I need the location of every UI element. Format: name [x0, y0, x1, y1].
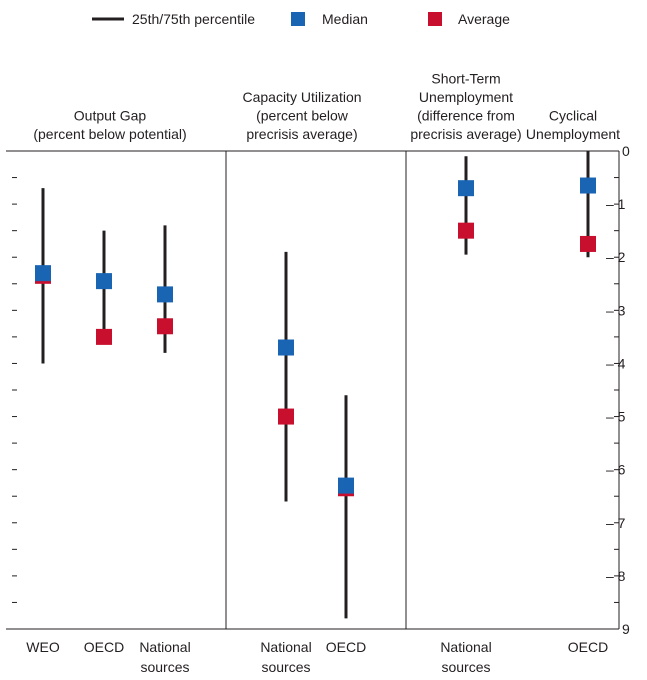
- panel-title-2-line-1: Capacity Utilization: [242, 89, 361, 105]
- panel-title-3-line-1: Short-Term: [431, 71, 500, 87]
- y-tick-label-4: – 4: [606, 355, 626, 371]
- panel2-item1-average-marker: [278, 408, 294, 425]
- panel1-item1-median-marker: [35, 265, 51, 282]
- legend-median-label: Median: [322, 11, 368, 27]
- y-tick-label-6: – 6: [606, 462, 626, 478]
- panel-title-1-line-2: (percent below potential): [33, 126, 186, 142]
- legend-median-swatch: [291, 12, 305, 26]
- panel-title-2-line-3: precrisis average): [246, 126, 357, 142]
- legend-average-swatch: [428, 12, 442, 26]
- panel4-item1-label-line-1: OECD: [568, 639, 608, 655]
- panel1-item2-median-marker: [96, 273, 112, 290]
- y-tick-label-2: – 2: [606, 249, 626, 265]
- panel-title-4-line-1: Cyclical: [549, 108, 597, 124]
- panel2-item1-label-line-1: National: [260, 639, 311, 655]
- y-tick-label-7: – 7: [606, 515, 626, 531]
- panel1-item2-average-marker: [96, 328, 112, 345]
- y-tick-label-8: – 8: [606, 568, 626, 584]
- panel1-item3-average-marker: [157, 318, 173, 335]
- plot-area: 0 – 1 – 2 – 3 – 4 – 5 – 6 – 7 – 8 9 Output Gap (per…: [6, 71, 630, 675]
- panel2-item1-median-marker: [278, 339, 294, 356]
- panel-title-3-line-2: Unemployment: [419, 89, 513, 105]
- legend: 25th/75th percentile Median Average: [92, 11, 510, 27]
- panel-title-3-line-3: (difference from: [417, 108, 515, 124]
- panel-title-1-line-1: Output Gap: [74, 108, 147, 124]
- panel-title-2-line-2: (percent below: [256, 108, 349, 124]
- panel1-item3-label-line-1: National: [139, 639, 190, 655]
- panel2-item2-label-line-1: OECD: [326, 639, 366, 655]
- legend-range-label: 25th/75th percentile: [132, 11, 255, 27]
- legend-average-label: Average: [458, 11, 510, 27]
- y-tick-label-1: – 1: [606, 196, 626, 212]
- panel1-item1-label-line-1: WEO: [26, 639, 60, 655]
- panel3-item1-median-marker: [458, 180, 474, 197]
- panel-title-4-line-2: Unemployment: [526, 126, 620, 142]
- panel3-item1-average-marker: [458, 222, 474, 239]
- panel3-item1-label-line-1: National: [440, 639, 491, 655]
- y-tick-label-3: – 3: [606, 302, 626, 318]
- panel4-item1-average-marker: [580, 235, 596, 252]
- panel2-item1-label-line-2: sources: [261, 659, 310, 675]
- panel2-item2-median-marker: [338, 477, 354, 494]
- panel1-item3-median-marker: [157, 286, 173, 303]
- panel1-item2-label-line-1: OECD: [84, 639, 124, 655]
- panel4-item1-median-marker: [580, 177, 596, 194]
- y-tick-label-9: 9: [622, 621, 630, 637]
- y-tick-label-5: – 5: [606, 409, 626, 425]
- panel1-item3-label-line-2: sources: [140, 659, 189, 675]
- panel3-item1-label-line-2: sources: [441, 659, 490, 675]
- y-tick-label-0: 0: [622, 143, 630, 159]
- panel-title-3-line-4: precrisis average): [410, 126, 521, 142]
